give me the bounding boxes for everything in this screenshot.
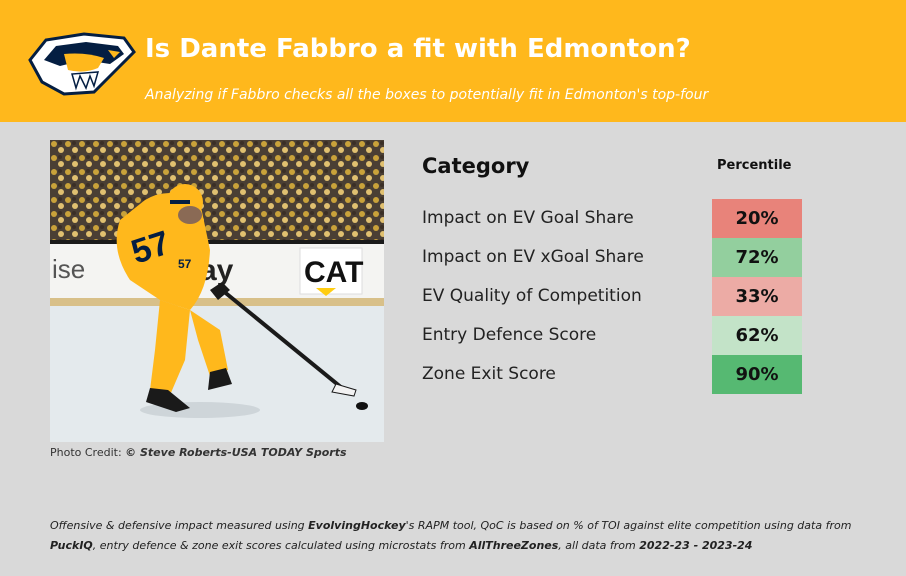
hockey-player-photo-icon: ise ay CAT 57 57 — [50, 140, 384, 442]
header-banner: Is Dante Fabbro a fit with Edmonton? Ana… — [0, 0, 906, 122]
footnote-text: 's RAPM tool, QoC is based on % of TOI a… — [405, 519, 852, 532]
board-ad-cat: CAT — [304, 256, 363, 289]
table-row: EV Quality of Competition 33% — [422, 277, 802, 316]
footnote-source-puckiq: PuckIQ — [50, 539, 93, 552]
footnote-source-evolvinghockey: EvolvingHockey — [308, 519, 406, 532]
category-header: Category — [422, 154, 530, 178]
table-row: Impact on EV xGoal Share 72% — [422, 238, 802, 277]
photo-credit-name: © Steve Roberts-USA TODAY Sports — [125, 446, 347, 459]
table-row: Impact on EV Goal Share 20% — [422, 199, 802, 238]
percentile-value: 20% — [712, 199, 802, 238]
percentile-value: 33% — [712, 277, 802, 316]
table-row: Zone Exit Score 90% — [422, 355, 802, 394]
footnote: Offensive & defensive impact measured us… — [50, 516, 890, 556]
footnote-text: Offensive & defensive impact measured us… — [50, 519, 309, 532]
row-label: Impact on EV Goal Share — [422, 208, 634, 228]
row-label: Entry Defence Score — [422, 325, 597, 345]
row-label: EV Quality of Competition — [422, 286, 642, 306]
page-title: Is Dante Fabbro a fit with Edmonton? — [145, 34, 691, 64]
player-photo: ise ay CAT 57 57 — [50, 140, 384, 442]
row-label: Impact on EV xGoal Share — [422, 247, 644, 267]
footnote-date-range: 2022-23 - 2023-24 — [639, 539, 753, 552]
row-label: Zone Exit Score — [422, 364, 556, 384]
percentile-value: 90% — [712, 355, 802, 394]
page-subtitle: Analyzing if Fabbro checks all the boxes… — [145, 87, 709, 103]
percentile-value: 62% — [712, 316, 802, 355]
footnote-text: , entry defence & zone exit scores calcu… — [92, 539, 470, 552]
board-ad-left: ise — [52, 254, 85, 284]
percentile-value: 72% — [712, 238, 802, 277]
footnote-text: , all data from — [558, 539, 640, 552]
photo-credit-prefix: Photo Credit: — [50, 446, 126, 459]
nashville-predators-logo-icon — [28, 32, 136, 96]
photo-credit: Photo Credit: © Steve Roberts-USA TODAY … — [50, 446, 347, 459]
footnote-source-allthreezones: AllThreeZones — [469, 539, 559, 552]
table-row: Entry Defence Score 62% — [422, 316, 802, 355]
sleeve-number: 57 — [178, 257, 192, 271]
percentile-header: Percentile — [717, 158, 792, 173]
